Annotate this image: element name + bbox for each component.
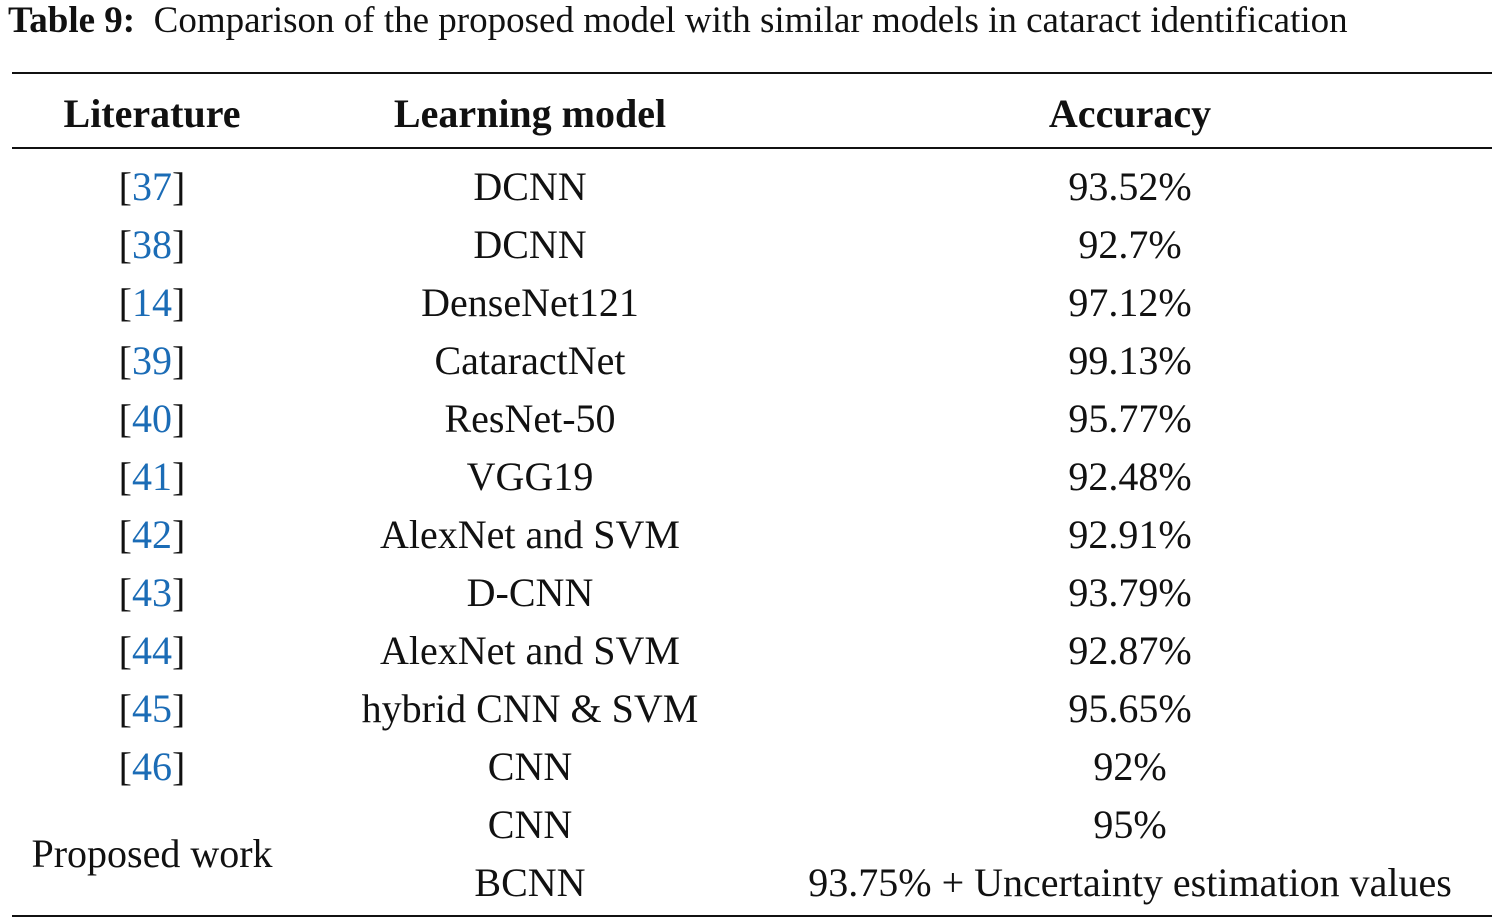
bracket: ] xyxy=(172,164,186,209)
header-rule xyxy=(12,147,1492,149)
literature-cell: [44] xyxy=(119,627,186,675)
literature-cell: Proposed work xyxy=(31,831,273,876)
accuracy-cell: 95.65% xyxy=(1068,686,1192,731)
literature-cell: [37] xyxy=(119,163,186,211)
model-cell: AlexNet and SVM xyxy=(380,512,680,557)
literature-cell: [39] xyxy=(119,337,186,385)
model-cell: DCNN xyxy=(473,164,587,209)
header-cell: Accuracy xyxy=(1048,91,1212,136)
citation-ref: 43 xyxy=(132,570,172,615)
citation-ref: 41 xyxy=(132,454,172,499)
accuracy-cell: 93.75% + Uncertainty estimation values xyxy=(808,860,1452,905)
bracket: ] xyxy=(172,280,186,325)
literature-cell: [43] xyxy=(119,569,186,617)
accuracy-cell: 92% xyxy=(1093,744,1167,789)
model-cell: DCNN xyxy=(473,222,587,267)
bracket: [ xyxy=(118,744,132,789)
literature-cell: [42] xyxy=(119,511,186,559)
caption-text: Comparison of the proposed model with si… xyxy=(153,0,1348,41)
literature-cell: [46] xyxy=(119,743,186,791)
model-cell: VGG19 xyxy=(466,454,594,499)
bracket: ] xyxy=(172,744,186,789)
bracket: [ xyxy=(118,280,132,325)
citation-ref: 40 xyxy=(132,396,172,441)
accuracy-cell: 92.91% xyxy=(1068,512,1192,557)
citation-ref: 46 xyxy=(132,744,172,789)
model-cell: D-CNN xyxy=(466,570,594,615)
header-cell: Learning model xyxy=(393,91,667,136)
accuracy-cell: 97.12% xyxy=(1068,280,1192,325)
bottom-rule xyxy=(12,915,1492,917)
literature-cell: [45] xyxy=(119,685,186,733)
citation-ref: 38 xyxy=(132,222,172,267)
bracket: [ xyxy=(118,338,132,383)
bracket: ] xyxy=(172,570,186,615)
citation-ref: 39 xyxy=(132,338,172,383)
model-cell: CataractNet xyxy=(434,338,626,383)
model-cell: DenseNet121 xyxy=(421,280,639,325)
accuracy-cell: 95.77% xyxy=(1068,396,1192,441)
accuracy-cell: 93.79% xyxy=(1068,570,1192,615)
bracket: [ xyxy=(118,396,132,441)
bracket: ] xyxy=(172,338,186,383)
bracket: [ xyxy=(118,454,132,499)
bracket: [ xyxy=(118,686,132,731)
model-cell: hybrid CNN & SVM xyxy=(361,686,699,731)
top-rule xyxy=(12,72,1492,74)
bracket: ] xyxy=(172,396,186,441)
bracket: [ xyxy=(118,628,132,673)
header-cell: Literature xyxy=(63,91,241,136)
bracket: [ xyxy=(118,512,132,557)
accuracy-cell: 99.13% xyxy=(1068,338,1192,383)
citation-ref: 14 xyxy=(132,280,172,325)
bracket: [ xyxy=(118,164,132,209)
model-cell: CNN xyxy=(487,744,573,789)
accuracy-cell: 93.52% xyxy=(1068,164,1192,209)
bracket: ] xyxy=(172,686,186,731)
citation-ref: 42 xyxy=(132,512,172,557)
accuracy-cell: 95% xyxy=(1093,802,1167,847)
caption: Table 9: Comparison of the proposed mode… xyxy=(8,0,1348,42)
literature-cell: [41] xyxy=(119,453,186,501)
literature-cell: [14] xyxy=(119,279,186,327)
bracket: ] xyxy=(172,454,186,499)
bracket: [ xyxy=(118,222,132,267)
bracket: ] xyxy=(172,628,186,673)
model-cell: AlexNet and SVM xyxy=(380,628,680,673)
model-cell: ResNet-50 xyxy=(444,396,616,441)
accuracy-cell: 92.48% xyxy=(1068,454,1192,499)
caption-label: Table 9: xyxy=(8,0,136,41)
citation-ref: 37 xyxy=(132,164,172,209)
literature-cell: [38] xyxy=(119,221,186,269)
model-cell: BCNN xyxy=(474,860,586,905)
literature-cell: [40] xyxy=(119,395,186,443)
bracket: [ xyxy=(118,570,132,615)
model-cell: CNN xyxy=(487,802,573,847)
accuracy-cell: 92.7% xyxy=(1078,222,1182,267)
bracket: ] xyxy=(172,512,186,557)
accuracy-cell: 92.87% xyxy=(1068,628,1192,673)
citation-ref: 45 xyxy=(132,686,172,731)
citation-ref: 44 xyxy=(132,628,172,673)
bracket: ] xyxy=(172,222,186,267)
